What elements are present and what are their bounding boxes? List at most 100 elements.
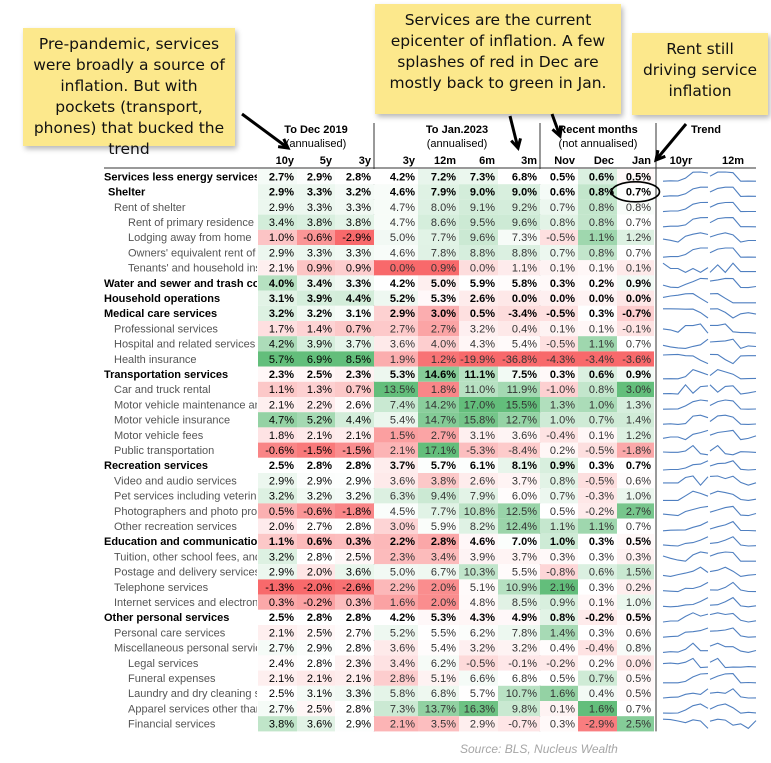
cell-value: 5.5% [512, 567, 537, 579]
heat-cell [540, 305, 578, 321]
heat-cell [498, 321, 540, 337]
heat-cell [498, 533, 540, 549]
cell-value: 0.8% [589, 202, 614, 214]
heat-cell [540, 412, 578, 428]
cell-value: 9.1% [470, 202, 495, 214]
heat-cell [297, 229, 335, 245]
cell-value: 3.7% [390, 460, 415, 472]
heat-cell [258, 184, 297, 200]
heat-cell [335, 184, 374, 200]
heat-cell [617, 518, 654, 534]
heat-cell [578, 473, 617, 489]
cell-value: 0.8% [589, 217, 614, 229]
heat-cell [258, 701, 297, 717]
cell-value: 0.0% [390, 263, 415, 275]
cell-value: -36.8% [502, 354, 537, 366]
trend-sparkline [663, 673, 709, 684]
cell-value: 2.5% [307, 703, 332, 715]
cell-value: 3.7% [512, 475, 537, 487]
cell-value: 4.4% [346, 293, 371, 305]
trend-sparkline [662, 505, 709, 517]
cell-value: 4.6% [390, 187, 415, 199]
cell-value: 3.9% [470, 551, 495, 563]
cell-value: 2.5% [346, 551, 371, 563]
row-label: Car and truck rental [114, 384, 211, 396]
heat-cell [578, 245, 617, 261]
cell-value: 2.8% [431, 536, 456, 548]
heat-cell [578, 625, 617, 641]
cell-value: 2.9% [269, 202, 294, 214]
heat-cell [498, 701, 540, 717]
heat-cell [297, 169, 335, 185]
heat-cell [498, 518, 540, 534]
heat-cell [418, 625, 459, 641]
cell-value: 0.1% [550, 323, 575, 335]
cell-value: 0.0% [589, 293, 614, 305]
trend-sparkline [709, 368, 757, 380]
cell-value: -5.3% [466, 445, 495, 457]
trend-sparkline [709, 277, 757, 289]
trend-sparkline [662, 353, 709, 365]
column-header: Nov [554, 155, 576, 167]
row-label: Funeral expenses [128, 673, 216, 685]
heat-cell [617, 594, 654, 610]
heat-cell [459, 442, 498, 458]
cell-value: 2.2% [390, 536, 415, 548]
heat-cell [374, 442, 418, 458]
heat-cell [498, 381, 540, 397]
cell-value: 1.8% [431, 384, 456, 396]
cell-value: 2.5% [269, 460, 294, 472]
heat-cell [418, 336, 459, 352]
cell-value: 2.1% [550, 582, 575, 594]
cell-value: 5.7% [269, 354, 294, 366]
heat-cell [335, 169, 374, 185]
heat-cell [297, 473, 335, 489]
cell-value: 1.0% [550, 415, 575, 427]
heat-cell [617, 655, 654, 671]
cell-value: 4.3% [470, 612, 495, 624]
cell-value: 1.5% [626, 567, 651, 579]
column-header: 12m [434, 155, 456, 167]
cell-value: 6.7% [431, 567, 456, 579]
heat-cell [258, 366, 297, 382]
heat-cell [617, 381, 654, 397]
cell-value: 0.6% [589, 171, 614, 183]
heat-cell [374, 336, 418, 352]
heat-cell [459, 716, 498, 732]
cell-value: 9.4% [431, 491, 456, 503]
heat-cell [617, 245, 654, 261]
trend-sparkline [662, 262, 709, 274]
heat-cell [459, 609, 498, 625]
cell-value: 0.1% [550, 263, 575, 275]
heat-cell [418, 397, 459, 413]
heat-cell [258, 275, 297, 291]
heat-cell [617, 549, 654, 565]
cell-value: 0.7% [550, 202, 575, 214]
trend-sparkline [710, 323, 757, 334]
cell-value: 14.7% [425, 415, 456, 427]
heat-cell [418, 549, 459, 565]
heat-cell [258, 655, 297, 671]
cell-value: 2.5% [269, 612, 294, 624]
cell-value: -0.1% [622, 323, 651, 335]
heat-cell [540, 229, 578, 245]
cell-value: -0.6% [303, 232, 332, 244]
heat-cell [297, 518, 335, 534]
heat-cell [418, 488, 459, 504]
row-label: Water and sewer and trash collection [104, 278, 298, 290]
cell-value: 0.7% [626, 247, 651, 259]
cell-value: -0.5% [585, 475, 614, 487]
heat-cell [578, 169, 617, 185]
heat-cell [258, 245, 297, 261]
heat-cell [258, 670, 297, 686]
cell-value: 1.1% [550, 521, 575, 533]
cell-value: 3.7% [346, 339, 371, 351]
cell-value: -0.1% [508, 658, 537, 670]
group-label: To Dec 2019 [284, 124, 347, 136]
cell-value: 3.1% [470, 430, 495, 442]
cell-value: 2.9% [307, 643, 332, 655]
trend-sparkline [709, 581, 757, 593]
heat-cell [540, 381, 578, 397]
cell-value: 2.9% [470, 719, 495, 731]
cell-value: 0.6% [307, 536, 332, 548]
